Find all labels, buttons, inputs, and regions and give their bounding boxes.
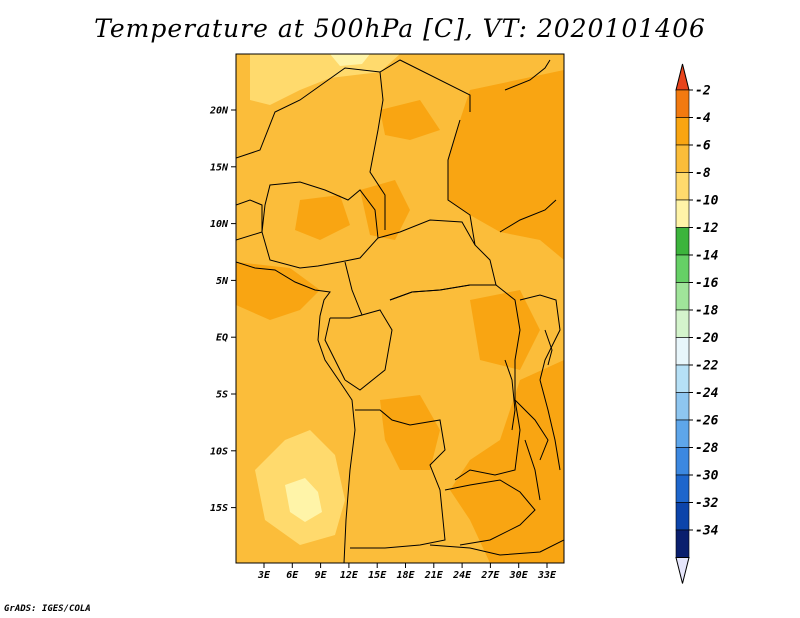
warm-region-gulf	[236, 262, 320, 320]
colorbar-segment	[675, 502, 690, 531]
lon-tick-label: 12E	[340, 570, 359, 581]
colorbar-segment	[675, 364, 690, 393]
longitude-axis: 3E 6E 9E 12E 15E 18E 21E 24E 27E 30E 33E	[257, 563, 557, 581]
colorbar-label: -14	[695, 249, 719, 264]
border-chad-sudan	[447, 119, 476, 246]
lat-tick-label: 10N	[210, 219, 229, 230]
border-north-a	[236, 59, 471, 159]
lat-tick-label: 20N	[209, 106, 229, 117]
lat-tick-label: 15S	[210, 503, 228, 514]
colorbar: -2 -4 -6 -8 -10 -12 -14 -16 -18 -20 -22 -24 -26 -28 -3…	[675, 63, 719, 584]
lon-tick-label: 9E	[315, 570, 328, 581]
lon-tick-label: 3E	[257, 570, 271, 581]
border-tanzania	[514, 399, 549, 461]
colorbar-segment	[675, 254, 690, 283]
colorbar-label: -32	[695, 496, 719, 511]
lake-2	[524, 439, 541, 501]
colorbar-bottom-arrow	[675, 557, 690, 584]
colorbar-segment	[675, 309, 690, 338]
border-nigeria	[261, 181, 379, 269]
colorbar-segment	[675, 89, 690, 118]
colorbar-label: -26	[695, 414, 719, 429]
colorbar-label: -6	[695, 139, 711, 154]
colorbar-segment	[675, 392, 690, 421]
lat-tick-label: 15N	[210, 162, 229, 173]
redsea-coast	[504, 59, 551, 91]
lake-1	[504, 359, 516, 431]
chart-title: Temperature at 500hPa [C], VT: 202010140…	[94, 14, 706, 43]
map-border	[235, 53, 565, 564]
lon-tick-label: 18E	[396, 570, 415, 581]
colorbar-top-arrow	[675, 63, 690, 91]
colorbar-segment	[675, 199, 690, 228]
colorbar-label: -28	[695, 441, 719, 456]
lon-tick-label: 6E	[286, 570, 299, 581]
lon-tick-label: 27E	[480, 570, 500, 581]
colorbar-label: -12	[695, 221, 719, 236]
colorbar-segment	[675, 529, 690, 558]
border-east-b	[519, 294, 561, 381]
lat-tick-label: 5N	[216, 276, 229, 287]
warm-region-east-south	[450, 360, 564, 563]
lon-tick-label: 24E	[452, 570, 472, 581]
colorbar-label: -2	[695, 84, 711, 99]
lon-tick-label: 15E	[368, 570, 387, 581]
colorbar-segment	[675, 337, 690, 366]
border-north-b	[369, 71, 386, 230]
border-west-a	[236, 199, 263, 241]
coastline-west	[236, 261, 356, 563]
warm-region-east	[448, 70, 564, 260]
colorbar-label: -10	[695, 194, 719, 209]
border-angola	[350, 409, 446, 549]
border-drc	[389, 284, 521, 481]
colorbar-segment	[675, 144, 690, 173]
cool-region-north	[250, 54, 400, 105]
colorbar-label: -20	[695, 331, 719, 346]
border-zambia	[444, 479, 536, 546]
colorbar-label: -8	[695, 166, 711, 181]
colorbar-segment	[675, 474, 690, 503]
temperature-field	[236, 54, 564, 563]
colorbar-label: -4	[695, 111, 711, 126]
colorbar-label: -24	[695, 386, 719, 401]
colorbar-label: -22	[695, 359, 719, 374]
lon-tick-label: 33E	[537, 570, 557, 581]
colorbar-segment	[675, 447, 690, 476]
grads-credit: GrADS: IGES/COLA	[4, 604, 91, 614]
lake-3	[544, 329, 553, 366]
warm-region-highlands	[470, 290, 540, 370]
border-east-c	[539, 379, 561, 471]
colorbar-label: -16	[695, 276, 719, 291]
colorbar-segment	[675, 172, 690, 201]
colorbar-segment	[675, 227, 690, 256]
colorbar-label: -18	[695, 304, 719, 319]
border-congo	[344, 309, 393, 391]
coolest-region-north	[330, 54, 370, 66]
colorbar-segment	[675, 419, 690, 448]
coolest-region-southwest	[285, 478, 322, 522]
colorbar-label: -30	[695, 469, 719, 484]
colorbar-segment	[675, 117, 690, 146]
lat-tick-label: 10S	[210, 446, 228, 457]
border-south	[429, 539, 564, 556]
border-east-a	[499, 199, 557, 233]
warm-region-congo	[380, 395, 440, 470]
lat-tick-label: EQ	[216, 333, 228, 344]
border-gabon	[324, 317, 346, 381]
colorbar-segment	[675, 282, 690, 311]
warm-region-north	[380, 100, 440, 140]
lat-tick-label: 5S	[216, 390, 228, 401]
country-borders	[236, 59, 564, 563]
warm-region-sahel	[295, 195, 350, 240]
lon-tick-label: 30E	[509, 570, 529, 581]
latitude-axis: 20N 15N 10N 5N EQ 5S 10S 15S	[209, 106, 236, 514]
lon-tick-label: 21E	[424, 570, 444, 581]
colorbar-label: -34	[695, 524, 719, 539]
